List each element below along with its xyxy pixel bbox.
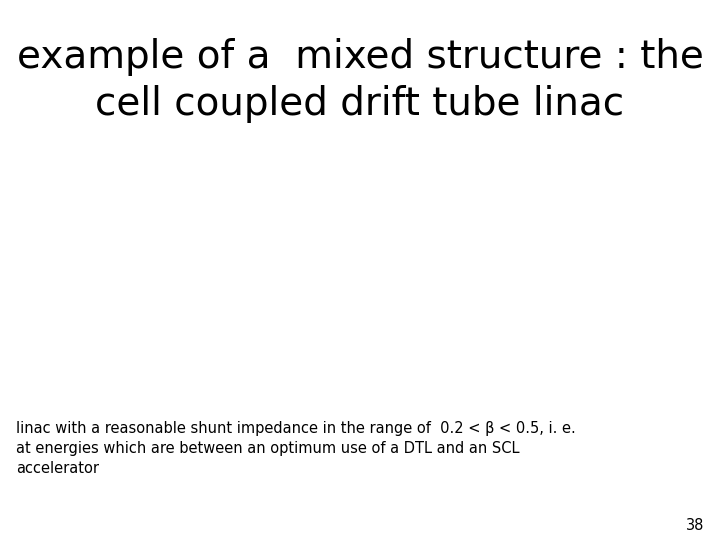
Text: example of a  mixed structure : the
cell coupled drift tube linac: example of a mixed structure : the cell … bbox=[17, 38, 703, 123]
Text: linac with a reasonable shunt impedance in the range of  0.2 < β < 0.5, i. e.
at: linac with a reasonable shunt impedance … bbox=[16, 421, 575, 476]
Text: 38: 38 bbox=[685, 518, 704, 534]
